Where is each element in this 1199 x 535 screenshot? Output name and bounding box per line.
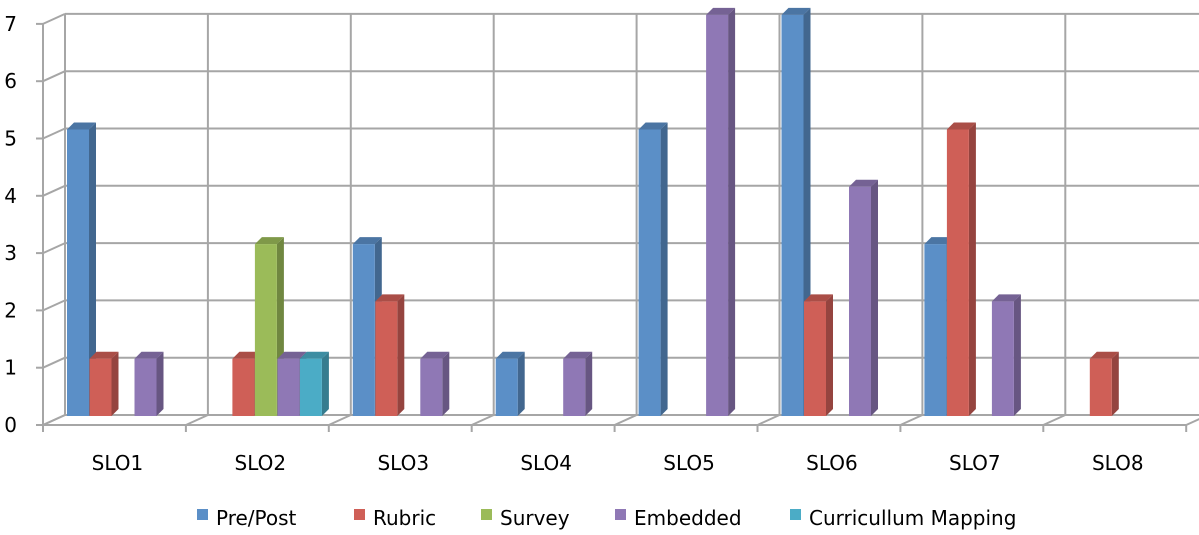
y-tick-label: 3 [4, 241, 17, 265]
gridline-floor [1185, 418, 1199, 426]
legend-item: Survey [481, 506, 570, 530]
legend-swatch [354, 509, 365, 520]
gridline-floor [899, 414, 923, 426]
bar [375, 294, 405, 416]
gridline-floor [328, 414, 352, 426]
grid [36, 12, 1199, 432]
y-tick-label: 0 [4, 413, 17, 437]
gridline-side [42, 184, 66, 197]
bar [946, 122, 976, 416]
legend-label: Survey [500, 506, 570, 530]
legend: Pre/Post Rubric Survey Embedded Curricullum … [197, 506, 1016, 530]
bar [89, 351, 119, 416]
legend-swatch [197, 509, 208, 520]
gridline-side [42, 70, 66, 83]
bar [638, 122, 668, 416]
gridline-floor [471, 414, 495, 426]
gridline-side [42, 127, 66, 140]
category-label: SLO3 [377, 451, 429, 475]
legend-label: Curricullum Mapping [809, 506, 1016, 530]
y-axis-ticks: 0 1 2 3 4 5 6 7 [4, 12, 17, 437]
bar [495, 351, 525, 416]
bar [849, 179, 878, 416]
y-tick-label: 1 [4, 356, 17, 380]
gridline-floor [614, 414, 638, 426]
x-axis-labels: SLO1 SLO2 SLO3 SLO4 SLO5 SLO6 SLO7 SLO8 [92, 451, 1144, 475]
bar [420, 351, 450, 416]
legend-swatch [481, 509, 492, 520]
bar [991, 294, 1021, 416]
gridline-floor [1042, 414, 1066, 426]
legend-label: Embedded [634, 506, 742, 530]
category-label: SLO4 [520, 451, 572, 475]
legend-label: Pre/Post [216, 506, 297, 530]
gridline-floor [757, 414, 780, 426]
legend-item: Rubric [354, 506, 436, 530]
legend-item: Curricullum Mapping [790, 506, 1016, 530]
legend-swatch [615, 509, 626, 520]
y-tick-label: 2 [4, 298, 17, 322]
y-tick-label: 5 [4, 127, 17, 151]
bar [804, 294, 833, 416]
gridline-floor [185, 414, 209, 426]
legend-swatch [790, 509, 801, 520]
gridline-side [42, 12, 66, 25]
y-tick-label: 7 [4, 12, 17, 36]
category-label: SLO5 [663, 451, 715, 475]
bar [299, 351, 329, 416]
category-label: SLO8 [1092, 451, 1144, 475]
category-label: SLO6 [806, 451, 858, 475]
category-label: SLO1 [92, 451, 144, 475]
bar [563, 351, 593, 416]
legend-label: Rubric [373, 506, 436, 530]
gridline-floor [42, 414, 66, 426]
bar [1089, 351, 1119, 416]
gridline-side [42, 356, 66, 369]
y-tick-label: 6 [4, 69, 17, 93]
bar [134, 351, 164, 416]
gridline-side [42, 242, 66, 255]
legend-item: Pre/Post [197, 506, 297, 530]
category-label: SLO7 [949, 451, 1001, 475]
category-label: SLO2 [235, 451, 287, 475]
legend-item: Embedded [615, 506, 742, 530]
y-tick-label: 4 [4, 184, 17, 208]
bar [706, 7, 736, 417]
bars [67, 7, 1119, 417]
bar [67, 122, 96, 416]
gridline-side [42, 299, 66, 312]
